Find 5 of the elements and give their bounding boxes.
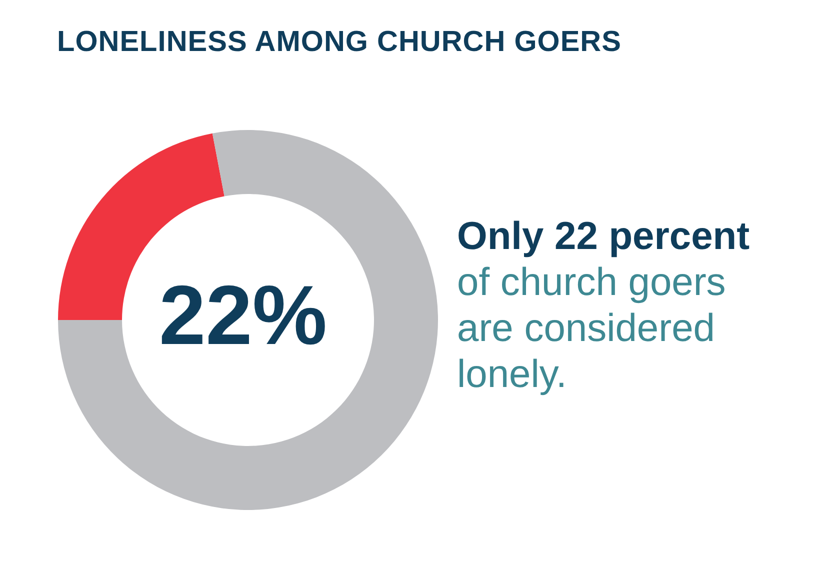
text: Only 22 percent	[457, 214, 751, 260]
text: of church goers are considered lonely.	[457, 260, 727, 398]
donut-slice	[58, 130, 438, 510]
chart-title: LONELINESS AMONG CHURCH GOERS	[57, 26, 622, 59]
data-label: 22%	[158, 267, 328, 363]
